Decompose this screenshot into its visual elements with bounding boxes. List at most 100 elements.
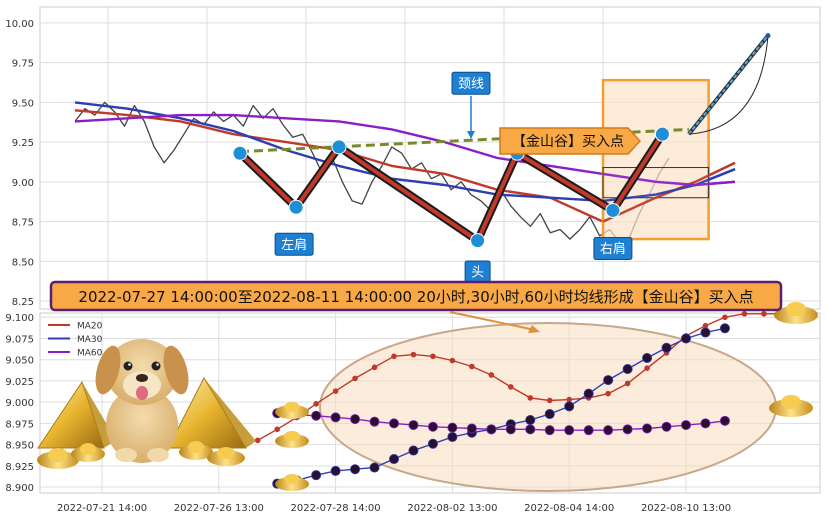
left-shoulder-label-box <box>274 232 314 256</box>
pattern-labels: 左肩头 右肩 颈线【金山谷】买入点 <box>274 71 642 284</box>
bottom-y-tick-label: 9.100 <box>5 313 34 324</box>
pattern-point-right-shoulder-end <box>654 126 670 142</box>
top-y-tick-label: 8.50 <box>12 257 34 268</box>
bottom-series-point-MA30 <box>427 438 438 449</box>
bottom-y-tick-label: 9.025 <box>5 377 34 388</box>
bottom-x-ticks: 2022-07-21 14:00 2022-07-26 13:00 2022-07-… <box>57 503 731 514</box>
top-y-tick-label: 9.25 <box>12 138 34 149</box>
bottom-series-point-MA30 <box>661 342 672 353</box>
bottom-series-point-MA20 <box>391 353 397 360</box>
bottom-series-point-MA30 <box>388 454 399 465</box>
gold-ingot-icon <box>37 448 79 469</box>
bottom-series-line-MA20 <box>257 313 784 442</box>
bottom-series-point-MA20 <box>605 390 611 397</box>
top-y-tick-label: 8.75 <box>12 218 34 229</box>
bottom-y-tick-label: 9.000 <box>5 398 34 409</box>
bottom-series-point-MA20 <box>644 365 650 371</box>
bottom-series-point-MA20 <box>702 322 709 329</box>
bottom-x-tick-label: 2022-07-26 13:00 <box>174 503 264 514</box>
bottom-series-point-MA30 <box>369 462 380 473</box>
right-shoulder-label-text: 右肩 <box>600 241 626 257</box>
bottom-series-point-MA20 <box>741 311 748 317</box>
bottom-series-point-MA30 <box>700 327 711 338</box>
bottom-series-point-MA30 <box>603 375 614 386</box>
bottom-series-point-MA30 <box>330 465 341 476</box>
bottom-series-point-MA60 <box>583 425 594 436</box>
gold-ingot-icon <box>774 302 818 324</box>
bottom-series-point-MA60 <box>369 416 380 427</box>
bottom-y-tick-label: 9.050 <box>5 356 34 367</box>
bottom-series-point-MA20 <box>527 395 534 401</box>
bottom-series-point-MA20 <box>566 396 572 403</box>
bottom-series-point-MA60 <box>466 423 477 434</box>
bottom-series-point-MA20 <box>624 380 631 387</box>
bottom-series-point-MA30 <box>544 409 555 420</box>
bottom-series-point-MA20 <box>313 401 319 407</box>
bottom-x-tick-label: 2022-07-21 14:00 <box>57 503 147 514</box>
bottom-series-point-MA60 <box>700 418 711 429</box>
bottom-y-tick-label: 8.950 <box>5 441 34 452</box>
bottom-series-point-MA20 <box>274 426 281 433</box>
top-y-tick-label: 9.00 <box>12 178 34 189</box>
bottom-series-point-MA30 <box>408 445 419 456</box>
bottom-y-tick-label: 9.075 <box>5 334 34 345</box>
bottom-series-point-MA60 <box>564 425 575 436</box>
projection-arc <box>688 35 769 135</box>
bottom-y-ticks: 9.100 9.075 9.050 9.025 9.000 8.975 8.950 8.925… <box>5 313 34 494</box>
bottom-series-point-MA30 <box>350 464 361 475</box>
top-y-tick-label: 9.75 <box>12 59 34 70</box>
bottom-series-point-MA30 <box>583 388 594 399</box>
right-shoulder-label-box <box>593 236 633 260</box>
bottom-y-tick-label: 8.975 <box>5 419 34 430</box>
bottom-series-point-MA20 <box>371 364 378 371</box>
bottom-series-point-MA30 <box>564 401 575 412</box>
bottom-series-point-MA60 <box>311 410 322 421</box>
gold-ingot-icon <box>275 431 309 448</box>
bottom-series-point-MA60 <box>603 425 614 436</box>
legend-label-MA30: MA30 <box>77 335 103 345</box>
bottom-series-point-MA60 <box>525 424 536 435</box>
bottom-y-tick-label: 8.900 <box>5 483 34 494</box>
top-y-tick-label: 10.00 <box>5 19 34 30</box>
bottom-series-point-MA60 <box>350 414 361 425</box>
bottom-series-point-MA20 <box>722 314 728 321</box>
gold-ingot-icon <box>207 447 245 466</box>
neckline-arrowhead <box>467 130 475 139</box>
bottom-x-tick-label: 2022-08-04 14:00 <box>524 503 614 514</box>
bottom-series-point-MA20 <box>546 397 553 404</box>
bottom-series-point-MA20 <box>254 437 261 444</box>
banner-pointer-arrowhead <box>528 325 540 333</box>
pattern-point-head <box>470 233 486 249</box>
bottom-series <box>254 311 787 489</box>
banner-box <box>49 280 783 312</box>
decorations <box>37 302 818 491</box>
bottom-x-tick-label: 2022-07-28 14:00 <box>291 503 381 514</box>
top-y-ticks: 10.00 9.75 9.50 9.25 9.00 8.75 8.50 8.25 <box>5 19 34 308</box>
banner-pointer <box>449 311 536 331</box>
buy-point-text: 【金山谷】买入点 <box>512 134 624 150</box>
gold-ingot-icon <box>71 443 105 462</box>
bottom-series-point-MA30 <box>525 414 536 425</box>
bottom-series-point-MA60 <box>642 423 653 434</box>
bottom-series-point-MA60 <box>505 424 516 435</box>
bottom-x-tick-label: 2022-08-02 13:00 <box>407 503 497 514</box>
pattern-point-neck-left <box>331 139 347 155</box>
bottom-series-point-MA20 <box>761 311 767 317</box>
neckline-label: 颈线 <box>451 71 491 95</box>
bottom-series-point-MA30 <box>311 470 322 481</box>
puppy-icon <box>95 339 189 463</box>
bottom-series-point-MA60 <box>681 420 692 431</box>
top-chart-panel: 10.00 9.75 9.50 9.25 9.00 8.75 8.50 8.25 左肩头 右肩 颈… <box>5 6 821 310</box>
bottom-series-point-MA30 <box>447 431 458 442</box>
bottom-series-point-MA60 <box>544 425 555 436</box>
bottom-series-point-MA30 <box>642 352 653 363</box>
summary-banner: 2022-07-27 14:00:00至2022-08-11 14:00:00 … <box>49 280 783 333</box>
head-label-text: 头 <box>471 266 484 281</box>
bottom-series-point-MA20 <box>488 372 495 378</box>
top-series-overlay-ma-blue <box>602 167 736 203</box>
bottom-series-point-MA60 <box>408 420 419 431</box>
top-series-line-price <box>74 101 670 243</box>
neckline-label-box <box>451 71 491 95</box>
projection-target-dot <box>765 33 771 39</box>
